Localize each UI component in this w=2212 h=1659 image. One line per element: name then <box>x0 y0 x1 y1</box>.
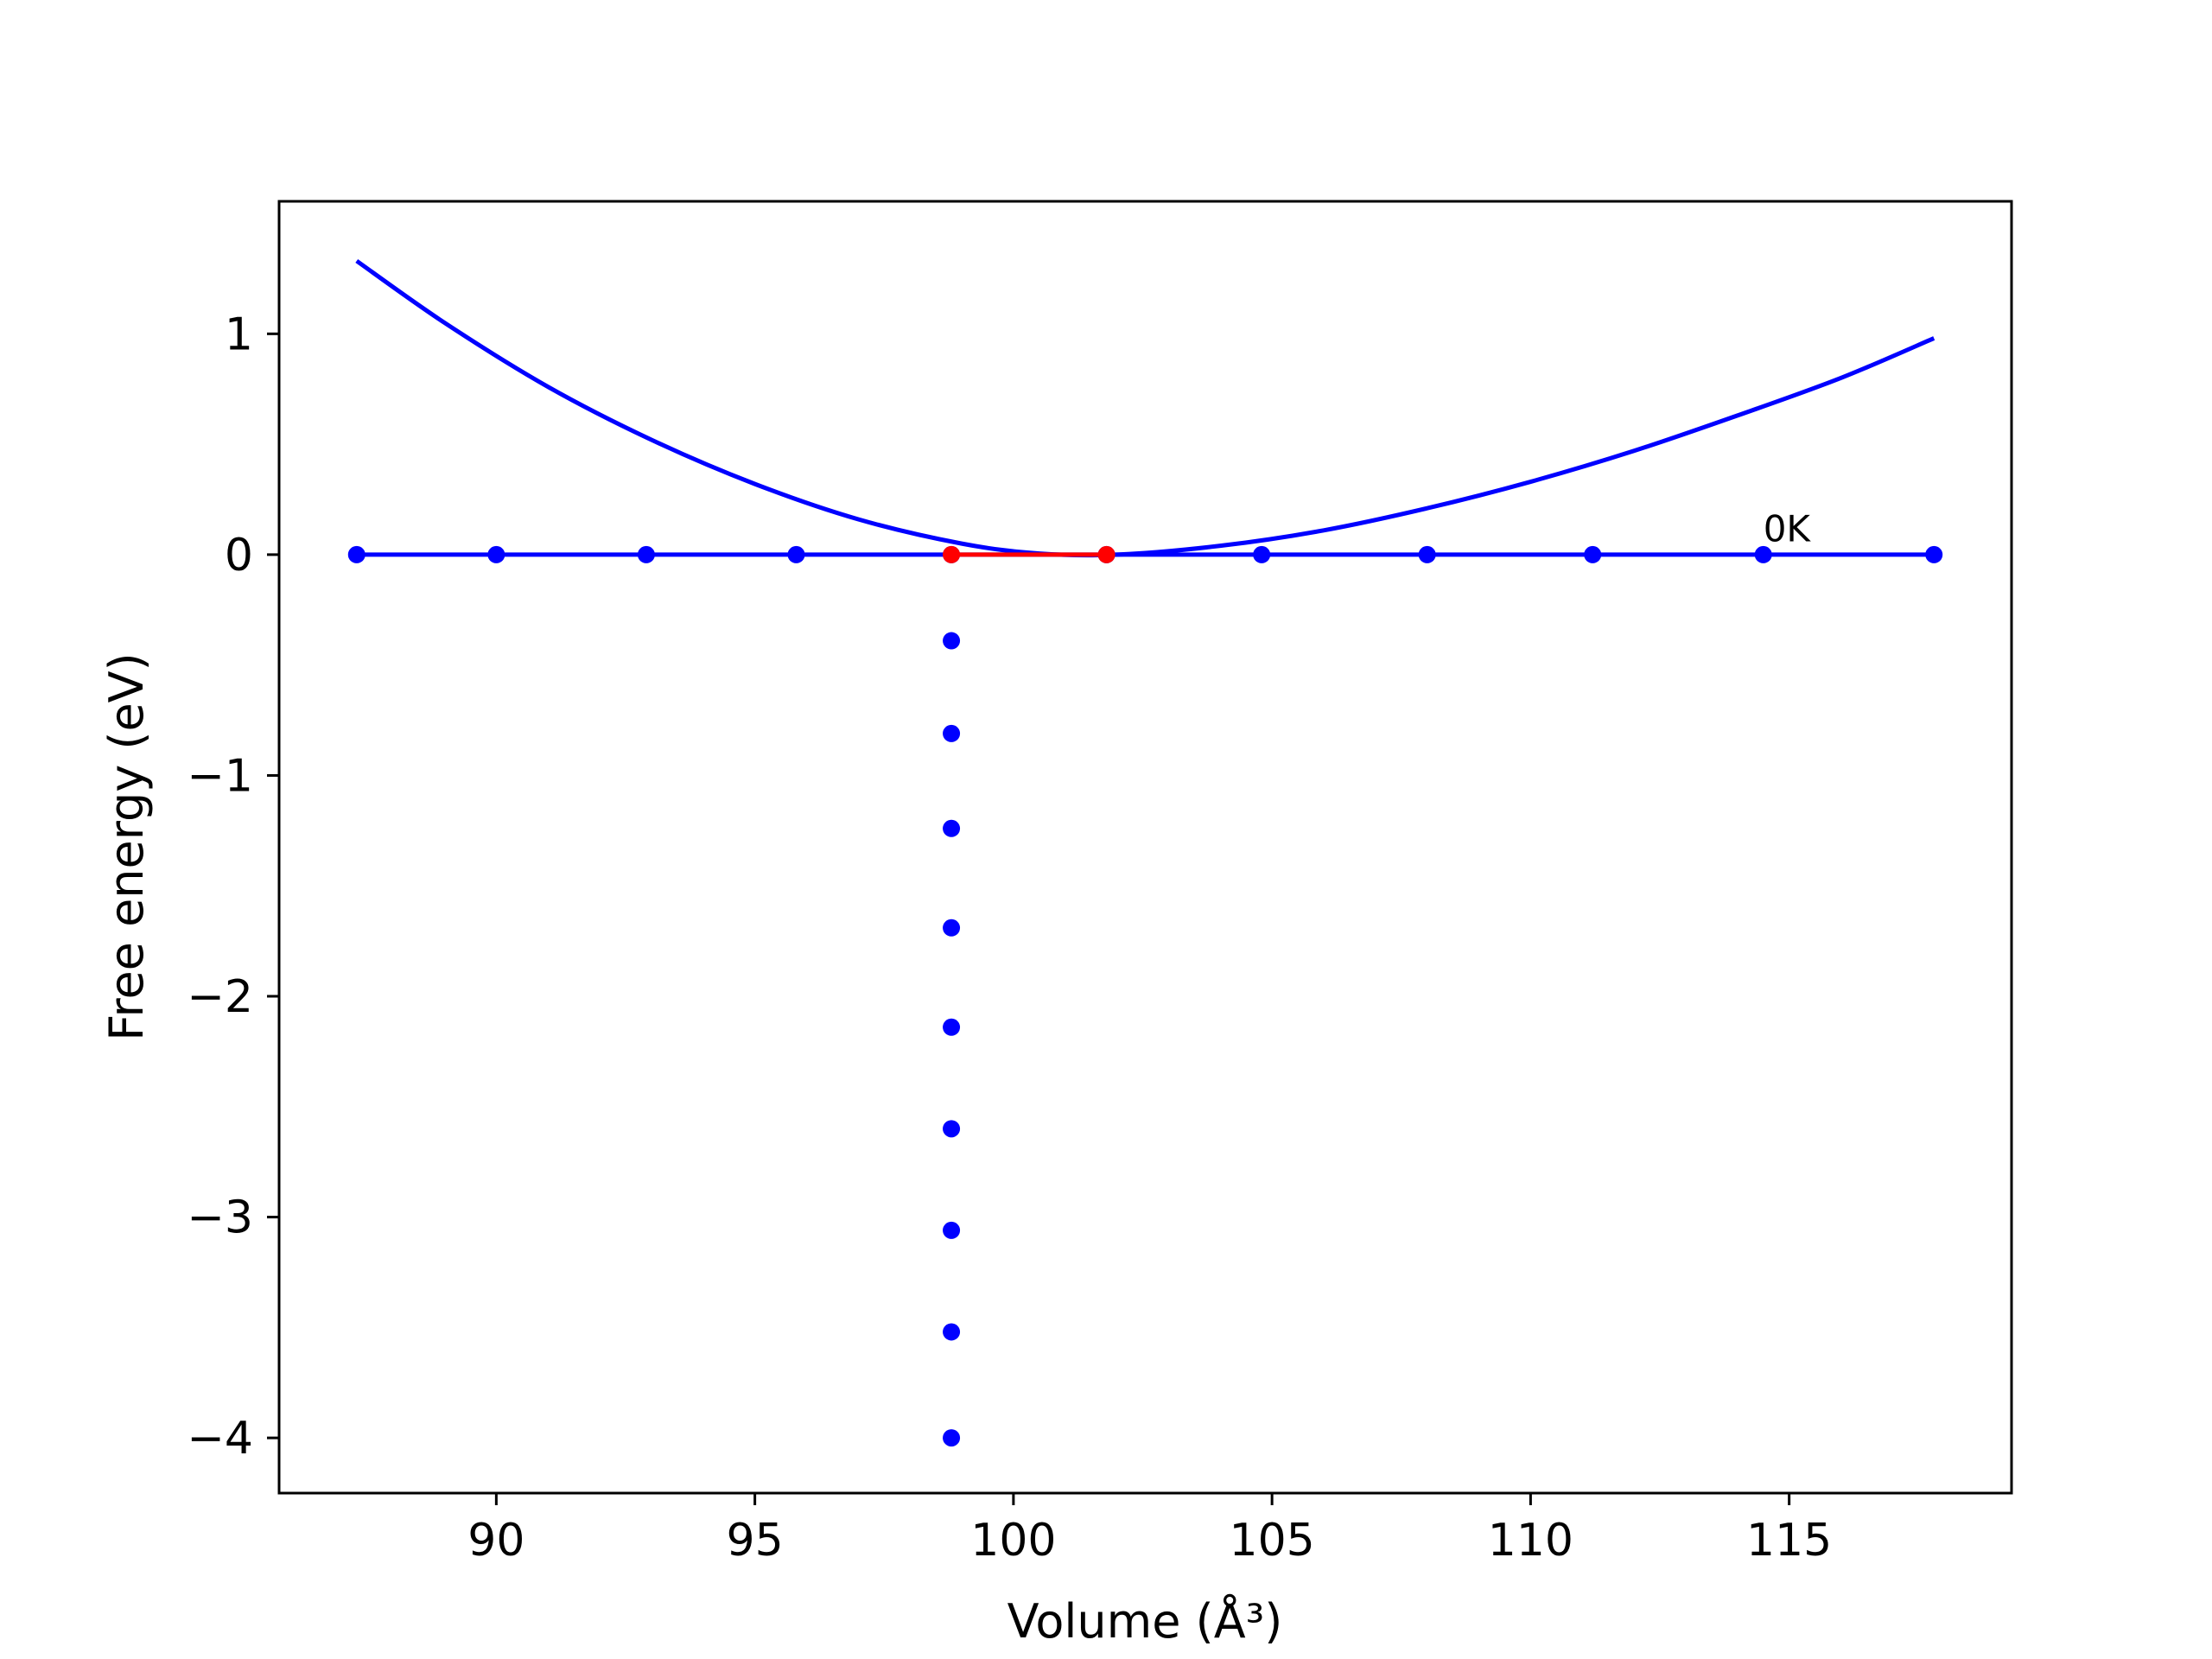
data-point <box>1925 545 1943 563</box>
data-point <box>1584 545 1602 563</box>
x-tick-label: 100 <box>970 1515 1056 1567</box>
data-point <box>943 632 961 650</box>
data-point <box>943 1221 961 1239</box>
temperature-annotation: 0K <box>1764 508 1812 550</box>
y-tick-label: −2 <box>187 971 253 1023</box>
data-point <box>943 1323 961 1341</box>
data-point <box>637 545 655 563</box>
x-tick-label: 110 <box>1488 1515 1573 1567</box>
data-point <box>943 1429 961 1447</box>
annotations: 0K <box>1764 508 1812 550</box>
data-point <box>943 724 961 742</box>
data-point <box>943 1018 961 1036</box>
x-axis: 90 95 100 105 110 115 <box>467 1493 1832 1567</box>
x-axis-label: Volume (Å³) <box>1007 1593 1283 1649</box>
series-3-markers <box>943 632 961 1447</box>
x-tick-label: 115 <box>1746 1515 1832 1567</box>
y-tick-label: −4 <box>187 1413 253 1465</box>
y-tick-label: −3 <box>187 1192 253 1244</box>
data-point <box>943 1120 961 1138</box>
data-point <box>1253 545 1271 563</box>
plot-marks <box>347 258 1943 1447</box>
y-tick-label: −1 <box>187 750 253 802</box>
x-tick-label: 90 <box>467 1515 524 1567</box>
data-point <box>1754 545 1772 563</box>
y-tick-label: 1 <box>225 308 253 360</box>
data-point <box>1418 545 1436 563</box>
x-tick-label: 105 <box>1230 1515 1315 1567</box>
plot-frame <box>277 200 2013 1495</box>
data-point <box>943 545 961 563</box>
data-point <box>347 545 365 563</box>
y-axis-label: Free energy (eV) <box>99 652 154 1040</box>
data-point <box>943 819 961 837</box>
data-point <box>487 545 505 563</box>
y-tick-label: 0 <box>225 530 253 582</box>
series-2-line-markers <box>943 545 1116 563</box>
series-0-curve <box>355 258 1936 558</box>
data-point <box>787 545 805 563</box>
fitted-curve <box>355 258 1936 558</box>
series-1-line-markers <box>347 545 1943 563</box>
y-axis: 1 0 −1 −2 −3 −4 <box>187 308 279 1465</box>
data-point <box>1097 545 1116 563</box>
data-point <box>943 918 961 937</box>
x-tick-label: 95 <box>727 1515 784 1567</box>
